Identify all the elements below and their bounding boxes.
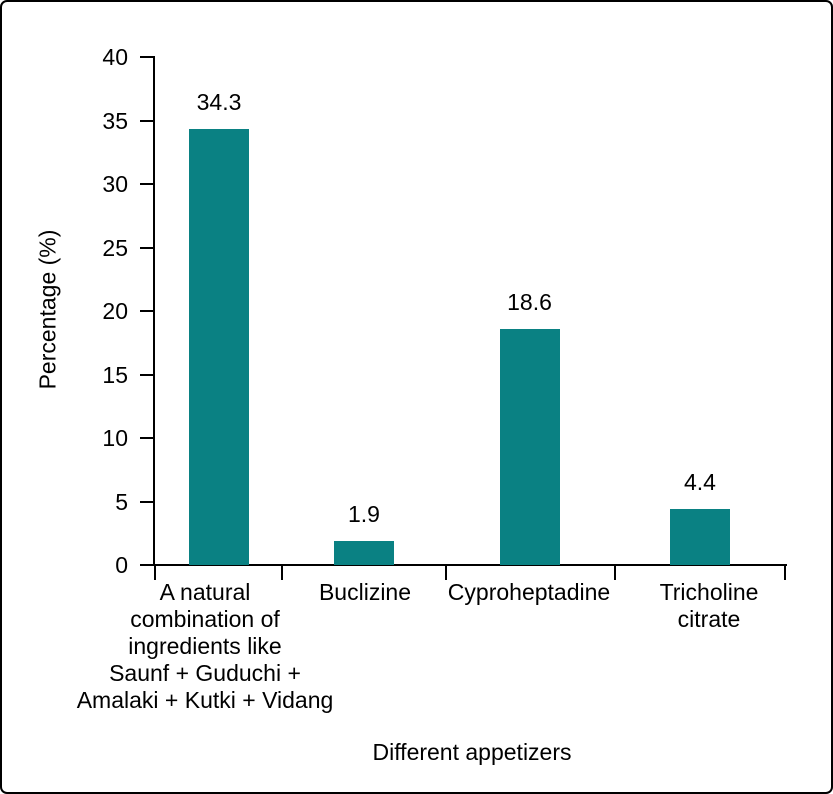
category-label-2: Buclizine — [185, 579, 545, 606]
bar-value-label: 4.4 — [684, 469, 716, 496]
x-tick-mark — [614, 564, 616, 580]
y-tick-mark — [140, 56, 155, 58]
category-label-line: ingredients like — [128, 633, 282, 659]
bar-value-label: 18.6 — [507, 288, 552, 315]
category-label-4: Tricholine citrate — [529, 579, 831, 633]
bar-2 — [334, 540, 394, 565]
y-tick-label: 10 — [102, 425, 128, 451]
y-tick-label: 40 — [102, 44, 128, 70]
y-tick-mark — [140, 437, 155, 439]
x-axis-title: Different appetizers — [372, 739, 572, 765]
y-tick-mark — [140, 119, 155, 122]
category-label-line: A natural — [159, 579, 251, 605]
category-label-line: Buclizine — [318, 579, 412, 605]
category-label-line: Cyproheptadine — [447, 579, 611, 605]
y-tick-mark — [140, 373, 155, 376]
category-label-line: Amalaki + Kutki + Vidang — [76, 687, 334, 713]
bar-value-label: 34.3 — [196, 89, 242, 116]
x-axis-line — [153, 564, 787, 566]
category-label-line: citrate — [677, 606, 741, 632]
y-tick-label: 0 — [115, 552, 128, 578]
bar-1 — [189, 129, 249, 565]
y-tick-label: 20 — [102, 298, 128, 324]
y-tick-label: 5 — [115, 488, 128, 515]
y-tick-label: 35 — [102, 107, 128, 134]
x-tick-mark — [281, 564, 283, 580]
y-tick-mark — [140, 310, 155, 312]
y-tick-label: 25 — [102, 234, 128, 261]
category-label-3: Cyproheptadine — [349, 579, 709, 606]
bar-4 — [670, 509, 730, 565]
x-tick-mark — [154, 564, 156, 580]
bar-value-label: 1.9 — [348, 500, 380, 527]
x-tick-mark — [784, 564, 786, 580]
category-label-1: A natural combination of ingredients like S… — [25, 579, 385, 714]
bar-3 — [499, 328, 560, 565]
y-tick-mark — [140, 183, 155, 185]
y-tick-label: 15 — [102, 361, 128, 388]
category-label-line: Saunf + Guduchi + — [109, 660, 301, 686]
y-tick-mark — [140, 500, 155, 503]
y-tick-mark — [140, 246, 155, 249]
y-tick-label: 30 — [102, 171, 128, 197]
x-tick-mark — [445, 564, 447, 580]
y-tick-mark — [140, 564, 155, 566]
category-label-line: combination of — [130, 606, 280, 632]
category-label-line: Tricholine — [659, 579, 759, 605]
